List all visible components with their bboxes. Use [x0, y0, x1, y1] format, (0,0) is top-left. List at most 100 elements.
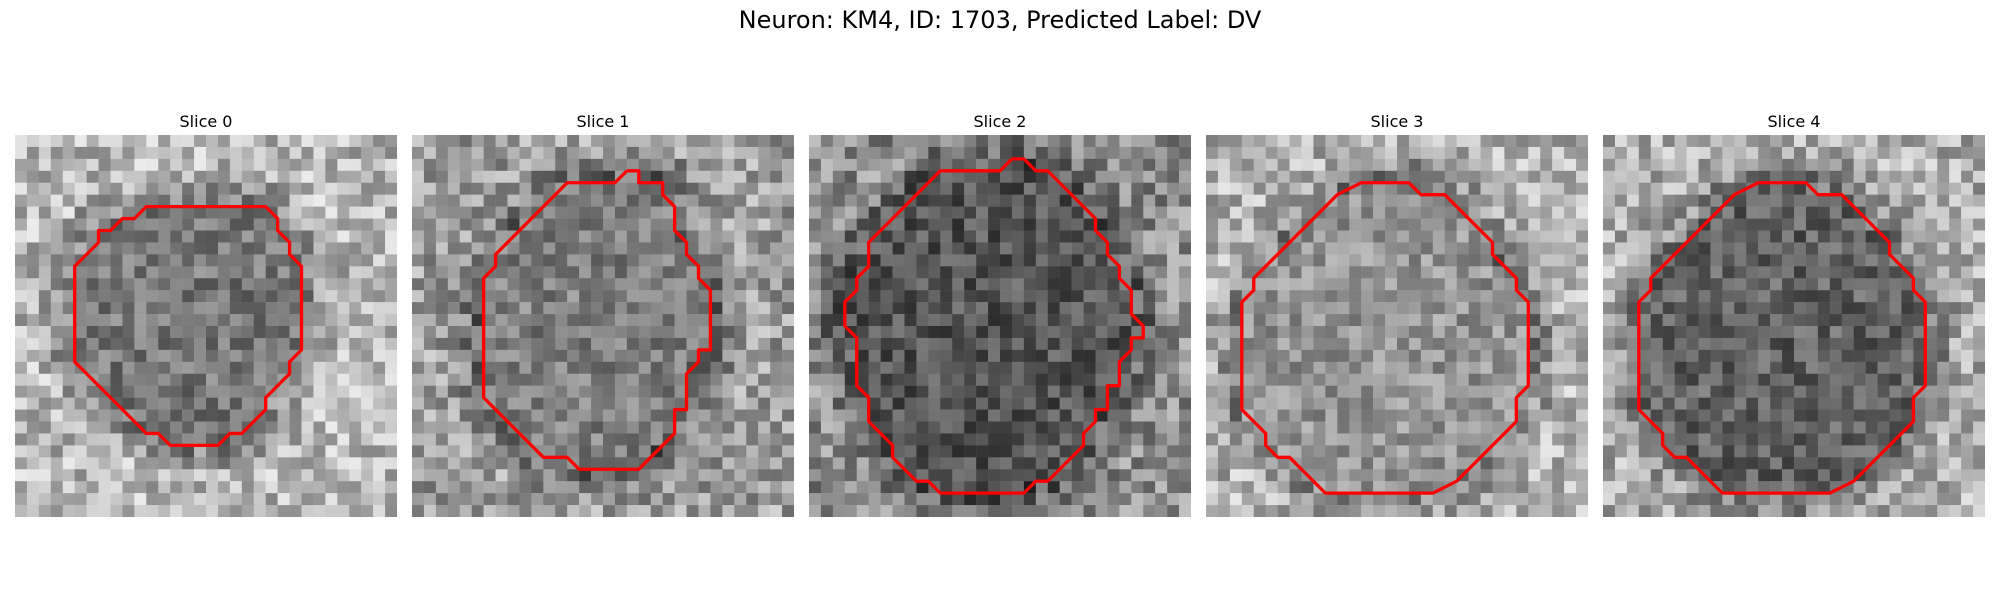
pixel [447, 457, 460, 470]
pixel [412, 421, 425, 434]
pixel [1277, 505, 1290, 517]
pixel [976, 218, 989, 231]
pixel [844, 493, 857, 506]
pixel [531, 409, 544, 422]
pixel [770, 505, 783, 517]
pixel [1059, 302, 1072, 315]
pixel [194, 469, 207, 482]
pixel [531, 349, 544, 363]
pixel [1528, 457, 1541, 470]
pixel [253, 158, 266, 172]
pixel [277, 290, 290, 303]
pixel [928, 326, 941, 339]
pixel [1853, 314, 1866, 327]
pixel [1217, 194, 1231, 207]
pixel [638, 409, 651, 422]
pixel [1674, 385, 1687, 398]
pixel [253, 337, 266, 351]
pixel [1504, 170, 1517, 183]
pixel [1782, 194, 1795, 207]
pixel [531, 373, 544, 386]
pixel [1805, 266, 1819, 279]
pixel [1722, 158, 1735, 172]
pixel [940, 481, 953, 494]
pixel [964, 505, 977, 517]
pixel [1805, 242, 1819, 255]
pixel [146, 361, 159, 374]
pixel [1277, 457, 1290, 470]
pixel [892, 493, 905, 506]
pixel [1949, 326, 1962, 339]
pixel [809, 230, 822, 243]
pixel [988, 135, 1001, 148]
pixel [1023, 266, 1037, 279]
pixel [1734, 421, 1747, 434]
pixel [289, 421, 302, 434]
pixel [435, 433, 449, 446]
pixel [1877, 158, 1890, 172]
pixel [217, 182, 231, 195]
pixel [483, 194, 496, 207]
pixel [38, 135, 52, 148]
pixel [1107, 337, 1120, 351]
pixel [337, 254, 350, 267]
pixel [1179, 361, 1191, 374]
pixel [1277, 433, 1290, 446]
pixel [277, 349, 290, 363]
pixel [782, 266, 794, 279]
pixel [62, 385, 75, 398]
pixel [1206, 314, 1219, 327]
pixel [1361, 146, 1374, 160]
pixel [26, 505, 40, 517]
pixel [722, 230, 735, 243]
pixel [758, 266, 771, 279]
pixel [603, 397, 616, 410]
pixel [710, 218, 723, 231]
pixel [603, 469, 616, 482]
pixel [686, 481, 699, 494]
pixel [1698, 361, 1711, 374]
pixel [567, 182, 580, 195]
pixel [555, 361, 568, 374]
pixel [50, 493, 63, 506]
pixel [638, 218, 651, 231]
pixel [1456, 290, 1469, 303]
pixel [447, 421, 460, 434]
pixel [928, 278, 941, 291]
pixel [1528, 278, 1541, 291]
pixel [507, 266, 520, 279]
pixel [1638, 457, 1651, 470]
pixel [1217, 182, 1231, 195]
pixel [325, 326, 338, 339]
pixel [253, 505, 266, 517]
pixel [1047, 206, 1060, 219]
pixel [1949, 254, 1962, 267]
pixel [265, 135, 278, 148]
pixel [1698, 194, 1711, 207]
pixel [483, 337, 496, 351]
pixel [1444, 230, 1457, 243]
pixel [1229, 457, 1243, 470]
pixel [686, 469, 699, 482]
pixel [122, 337, 135, 351]
pixel [301, 266, 314, 279]
pixel [614, 230, 628, 243]
pixel [1746, 218, 1759, 231]
pixel [1325, 218, 1338, 231]
pixel [531, 194, 544, 207]
pixel [1206, 146, 1219, 160]
pixel [435, 218, 449, 231]
pixel [928, 385, 941, 398]
pixel [110, 206, 123, 219]
pixel [229, 385, 243, 398]
pixel [722, 349, 735, 363]
pixel [289, 337, 302, 351]
pixel [361, 349, 374, 363]
pixel [832, 481, 846, 494]
pixel [1492, 481, 1505, 494]
pixel [1468, 290, 1481, 303]
pixel [1937, 170, 1950, 183]
pixel [1746, 302, 1759, 315]
pixel [1131, 421, 1144, 434]
pixel [1626, 337, 1640, 351]
